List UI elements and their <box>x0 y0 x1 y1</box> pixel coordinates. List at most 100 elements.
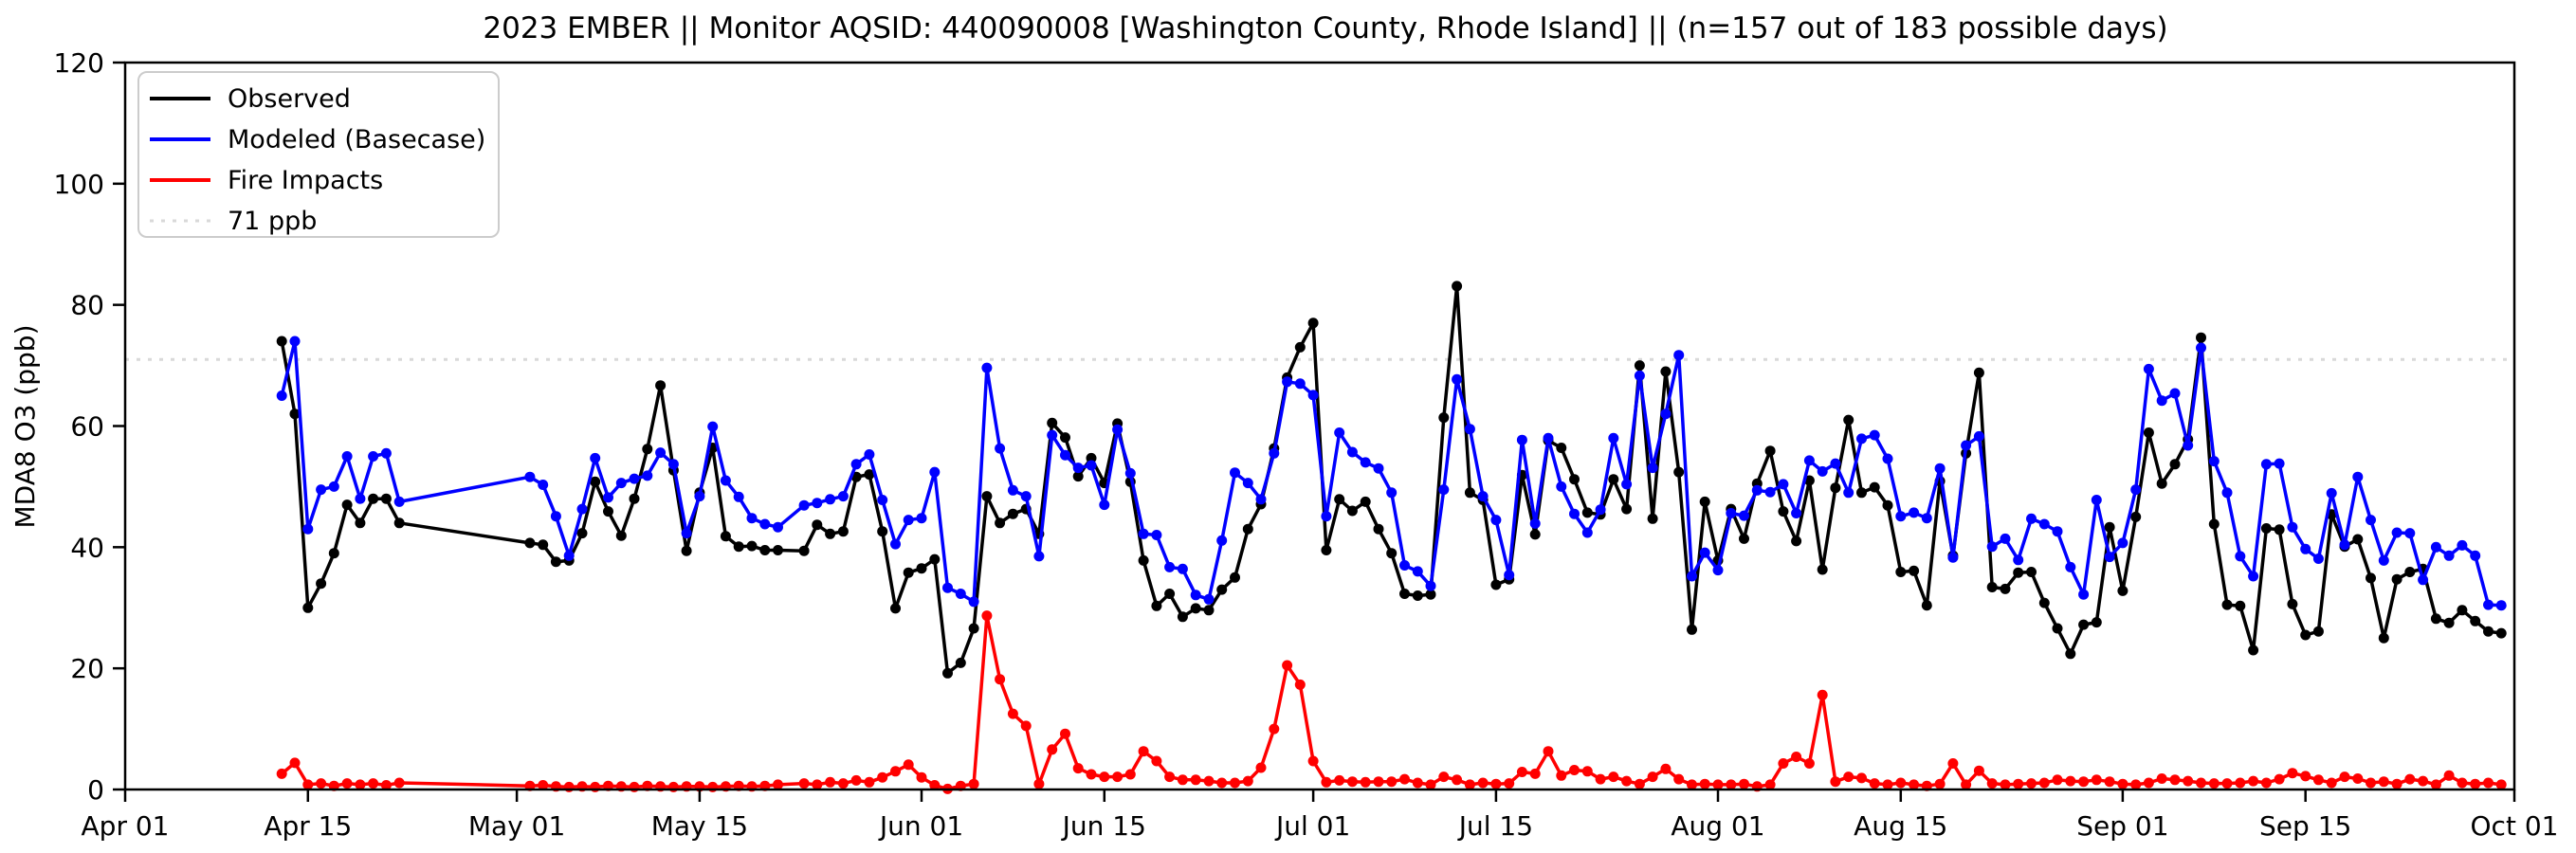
data-point-marker <box>1726 508 1737 518</box>
data-point-marker <box>1412 566 1423 577</box>
data-point-marker <box>1712 779 1724 790</box>
data-point-marker <box>1490 579 1502 590</box>
data-point-marker <box>877 526 888 537</box>
data-point-marker <box>1033 551 1045 562</box>
data-point-marker <box>524 537 536 549</box>
data-point-marker <box>524 471 536 482</box>
data-point-marker <box>2196 332 2206 343</box>
data-point-marker <box>1124 467 1136 479</box>
data-point-marker <box>1386 548 1398 559</box>
data-point-marker <box>1425 589 1436 600</box>
data-point-marker <box>1177 563 1188 574</box>
data-point-marker <box>1581 507 1593 518</box>
data-point-marker <box>2312 626 2324 637</box>
data-point-marker <box>1660 408 1672 420</box>
data-point-marker <box>1712 565 1724 576</box>
data-point-marker <box>1086 452 1097 463</box>
data-point-marker <box>1986 582 1998 592</box>
data-point-marker <box>1791 752 1802 762</box>
x-tick-label: Jul 15 <box>1457 810 1533 842</box>
data-point-marker <box>864 469 875 481</box>
data-point-marker <box>1060 432 1070 444</box>
data-point-marker <box>1086 769 1097 780</box>
x-tick-label: Jul 01 <box>1274 810 1350 842</box>
data-point-marker <box>2495 779 2507 790</box>
data-point-marker <box>2260 459 2272 470</box>
data-point-marker <box>1360 496 1371 507</box>
fire-impacts-series <box>276 610 2507 794</box>
data-point-marker <box>615 530 627 541</box>
data-point-marker <box>1438 412 1450 424</box>
data-point-marker <box>1882 779 1893 790</box>
data-point-marker <box>1230 467 1240 479</box>
data-point-marker <box>968 623 979 634</box>
data-point-marker <box>929 466 941 478</box>
data-point-marker <box>2391 573 2402 585</box>
data-point-marker <box>316 484 327 496</box>
data-point-marker <box>837 491 849 502</box>
legend-box <box>137 71 500 238</box>
data-point-marker <box>1581 527 1593 538</box>
data-point-marker <box>825 494 836 505</box>
data-point-marker <box>1673 350 1685 361</box>
data-point-marker <box>1007 708 1018 719</box>
data-point-marker <box>1477 777 1489 789</box>
data-point-marker <box>1699 547 1710 558</box>
data-point-marker <box>1529 517 1541 529</box>
data-point-marker <box>1242 775 1253 787</box>
data-point-marker <box>1843 414 1854 426</box>
data-point-marker <box>2078 776 2090 788</box>
legend-item-observed: Observed <box>150 84 351 114</box>
data-point-marker <box>1138 554 1149 566</box>
data-point-marker <box>1452 774 1463 786</box>
data-point-marker <box>2430 613 2441 625</box>
data-point-marker <box>1452 281 1463 292</box>
data-point-marker <box>2274 773 2285 785</box>
data-point-marker <box>1921 513 1932 524</box>
data-point-marker <box>1164 561 1176 572</box>
data-point-marker <box>1072 763 1084 774</box>
data-point-marker <box>1294 341 1306 353</box>
data-point-marker <box>667 459 679 470</box>
data-point-marker <box>2013 554 2024 566</box>
data-point-marker <box>1961 440 1972 451</box>
data-point-marker <box>1373 463 1384 474</box>
data-point-marker <box>2326 487 2337 499</box>
y-tick-label: 0 <box>87 774 104 806</box>
data-point-marker <box>2352 534 2364 545</box>
data-point-marker <box>1412 590 1423 601</box>
data-point-marker <box>1608 474 1619 485</box>
data-point-marker <box>995 517 1006 529</box>
data-point-marker <box>1490 778 1502 789</box>
data-point-marker <box>2248 775 2259 787</box>
data-point-marker <box>1726 779 1737 790</box>
data-point-marker <box>1334 494 1345 505</box>
data-point-marker <box>2013 778 2024 789</box>
data-point-marker <box>1360 776 1371 788</box>
data-point-marker <box>2143 777 2154 789</box>
data-point-marker <box>1321 511 1332 522</box>
data-point-marker <box>2378 632 2389 644</box>
data-point-marker <box>1973 430 1984 442</box>
data-point-marker <box>1856 772 1867 784</box>
data-point-marker <box>2248 644 2259 656</box>
fire-impacts-line <box>281 613 2502 791</box>
data-point-marker <box>2483 626 2494 637</box>
data-point-marker <box>1321 776 1332 788</box>
data-point-marker <box>1986 541 1998 553</box>
data-point-marker <box>538 480 549 490</box>
data-point-marker <box>1856 433 1867 445</box>
data-point-marker <box>681 545 692 556</box>
data-point-marker <box>1764 779 1776 790</box>
y-tick-label: 100 <box>54 169 104 200</box>
data-point-marker <box>890 603 901 614</box>
data-point-marker <box>1529 529 1541 540</box>
data-point-marker <box>368 493 379 504</box>
data-point-marker <box>289 408 301 420</box>
data-point-marker <box>1242 523 1253 535</box>
data-point-marker <box>1255 762 1267 773</box>
data-point-marker <box>2339 771 2350 783</box>
data-point-marker <box>316 778 327 789</box>
data-point-marker <box>720 531 731 542</box>
